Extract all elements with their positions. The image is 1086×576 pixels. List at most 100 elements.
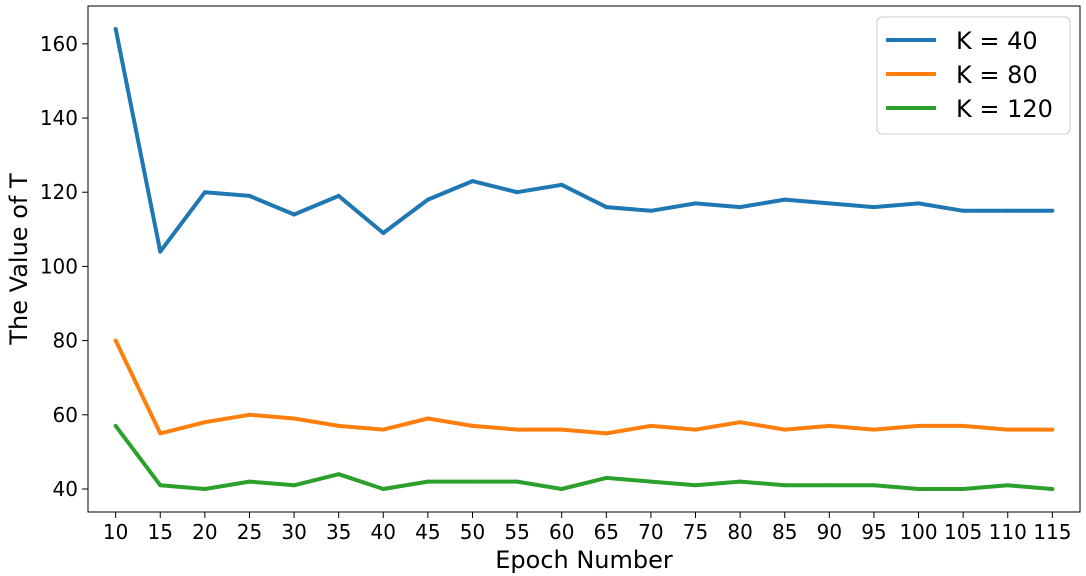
x-tick-label: 110 <box>989 520 1027 544</box>
data-point <box>247 193 252 198</box>
data-point <box>1050 208 1055 213</box>
x-tick-label: 40 <box>371 520 396 544</box>
series-line-1 <box>113 339 1053 436</box>
x-tick-label: 50 <box>460 520 485 544</box>
x-tick-label: 70 <box>638 520 663 544</box>
y-tick-label: 60 <box>53 403 78 427</box>
series-line-2 <box>114 424 1053 491</box>
data-point <box>425 197 430 202</box>
data-point <box>515 190 520 195</box>
data-point <box>827 483 832 488</box>
data-point <box>1050 427 1055 432</box>
data-point <box>738 420 743 425</box>
data-point <box>961 423 966 428</box>
x-axis-title: Epoch Number <box>495 546 673 574</box>
data-point <box>871 483 876 488</box>
y-tick-label: 80 <box>53 329 78 353</box>
data-point <box>559 427 564 432</box>
data-point <box>782 483 787 488</box>
data-point <box>782 197 787 202</box>
y-tick-label: 40 <box>53 477 78 501</box>
y-axis-title: The Value of T <box>5 173 33 346</box>
data-point <box>738 205 743 210</box>
data-point <box>916 201 921 206</box>
data-point <box>336 193 341 198</box>
data-point <box>381 427 386 432</box>
x-tick-label: 30 <box>281 520 306 544</box>
data-point <box>648 479 653 484</box>
data-point <box>827 423 832 428</box>
data-point <box>158 483 163 488</box>
x-tick-label: 65 <box>594 520 619 544</box>
x-tick-label: 35 <box>326 520 351 544</box>
data-point <box>470 423 475 428</box>
legend-box <box>876 16 1071 135</box>
x-tick-label: 105 <box>944 520 982 544</box>
data-point <box>961 487 966 491</box>
data-point <box>515 427 520 432</box>
data-point <box>336 423 341 428</box>
data-point <box>559 487 564 491</box>
data-point <box>292 416 297 421</box>
data-point <box>559 182 564 187</box>
data-point <box>693 201 698 206</box>
data-point <box>247 479 252 484</box>
data-point <box>738 479 743 484</box>
data-point <box>827 201 832 206</box>
data-point <box>113 338 118 343</box>
y-tick-label: 140 <box>40 106 78 130</box>
x-tick-label: 10 <box>103 520 128 544</box>
data-point <box>113 27 118 31</box>
series-line-0 <box>113 28 1053 254</box>
axes: 10 15 20 25 30 35 40 45 50 55 60 65 70 75 80 85 90 95 100 1… <box>40 32 1072 544</box>
data-point <box>292 483 297 488</box>
data-point <box>604 205 609 210</box>
data-point <box>202 190 207 195</box>
data-point <box>292 212 297 217</box>
legend-label: K = 40 <box>956 27 1038 55</box>
x-tick-label: 115 <box>1033 520 1071 544</box>
data-point <box>916 487 921 491</box>
data-point <box>425 479 430 484</box>
data-point <box>381 231 386 236</box>
data-point <box>247 412 252 417</box>
x-tick-label: 25 <box>237 520 262 544</box>
data-point <box>1050 487 1055 491</box>
y-tick-label: 100 <box>40 254 78 278</box>
data-point <box>961 208 966 213</box>
data-point <box>604 431 609 436</box>
data-point <box>470 179 475 184</box>
data-point <box>1005 208 1010 213</box>
y-tick-label: 160 <box>40 32 78 56</box>
data-point <box>1005 483 1010 488</box>
x-tick-label: 75 <box>683 520 708 544</box>
data-point <box>648 208 653 213</box>
x-tick-label: 85 <box>772 520 797 544</box>
data-point <box>693 427 698 432</box>
x-tick-label: 80 <box>727 520 752 544</box>
data-point <box>336 472 341 477</box>
data-point <box>113 423 118 428</box>
data-point <box>158 249 163 254</box>
data-point <box>425 416 430 421</box>
x-tick-label: 20 <box>192 520 217 544</box>
x-tick-label: 90 <box>817 520 842 544</box>
data-point <box>604 475 609 480</box>
data-point <box>202 420 207 425</box>
legend: K = 40 K = 80 K = 120 <box>876 16 1071 135</box>
data-point <box>470 479 475 484</box>
y-tick-label: 120 <box>40 180 78 204</box>
x-tick-label: 45 <box>415 520 440 544</box>
x-tick-label: 95 <box>861 520 886 544</box>
legend-label: K = 120 <box>956 95 1053 123</box>
data-point <box>693 483 698 488</box>
plot-area <box>113 27 1055 491</box>
data-point <box>202 487 207 491</box>
data-point <box>871 205 876 210</box>
data-point <box>648 423 653 428</box>
x-tick-label: 15 <box>148 520 173 544</box>
data-point <box>158 431 163 436</box>
data-point <box>1005 427 1010 432</box>
data-point <box>515 479 520 484</box>
